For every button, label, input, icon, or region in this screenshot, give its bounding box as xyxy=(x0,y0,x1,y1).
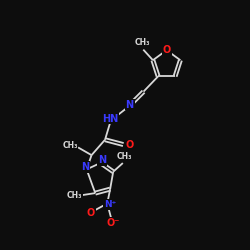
Text: CH₃: CH₃ xyxy=(67,190,82,200)
Text: O: O xyxy=(87,208,95,218)
Text: O: O xyxy=(126,140,134,150)
Text: N: N xyxy=(98,155,106,165)
Text: HN: HN xyxy=(102,114,118,124)
Text: N: N xyxy=(126,100,134,110)
Text: CH₃: CH₃ xyxy=(62,141,78,150)
Text: N⁺: N⁺ xyxy=(104,200,116,209)
Text: O: O xyxy=(162,45,171,55)
Text: CH₃: CH₃ xyxy=(134,38,150,47)
Text: O⁻: O⁻ xyxy=(106,218,120,228)
Text: N: N xyxy=(81,162,89,172)
Text: CH₃: CH₃ xyxy=(117,152,132,161)
